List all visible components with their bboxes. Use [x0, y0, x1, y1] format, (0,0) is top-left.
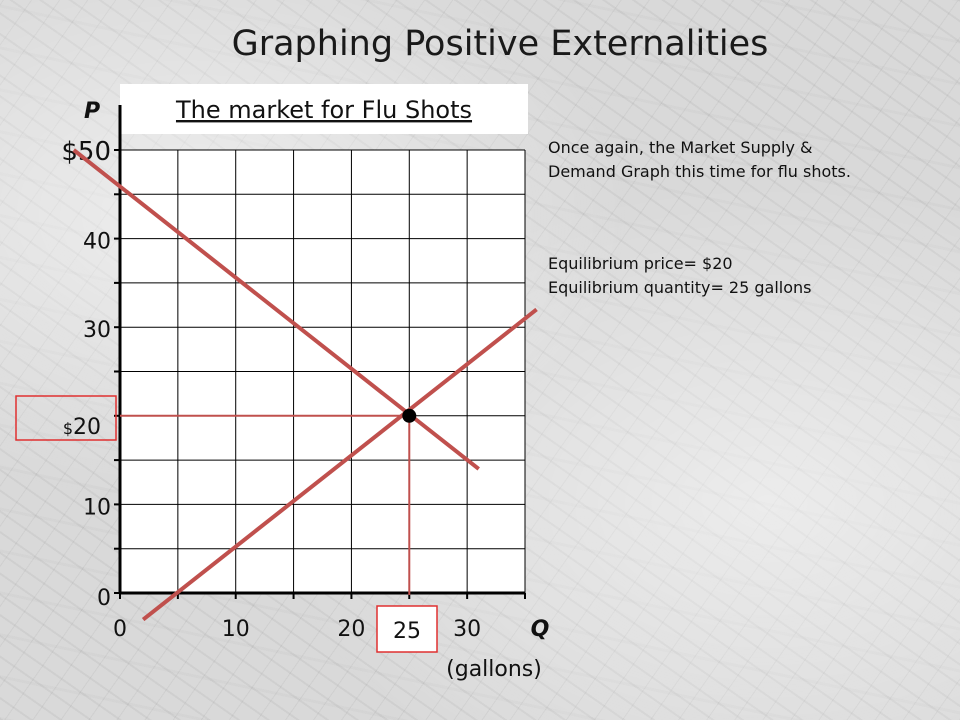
note-line: Equilibrium price= $20 — [548, 254, 733, 273]
x-tick-label: 10 — [222, 617, 250, 642]
y-tick-label: 10 — [83, 495, 111, 520]
note-line: Equilibrium quantity= 25 gallons — [548, 278, 812, 297]
x-tick-label: 20 — [337, 617, 365, 642]
chart-title: The market for Flu Shots — [175, 96, 472, 124]
equilibrium-point — [402, 408, 417, 423]
equilibrium-note: Equilibrium price= $20 Equilibrium quant… — [548, 252, 812, 300]
y-tick-label: $20 — [63, 415, 101, 440]
y-tick-label: 30 — [83, 318, 111, 343]
note-line: Once again, the Market Supply & — [548, 138, 813, 157]
x-axis-unit: (gallons) — [446, 657, 542, 682]
y-tick-label: $50 — [61, 137, 111, 167]
note-line: Demand Graph this time for flu shots. — [548, 162, 851, 181]
market-description-note: Once again, the Market Supply & Demand G… — [548, 136, 851, 184]
equilibrium-quantity-label: 25 — [393, 619, 421, 644]
y-tick-label: 0 — [97, 586, 111, 611]
equilibrium-quantity-highlight — [376, 605, 438, 653]
equilibrium-price-highlight — [15, 395, 117, 441]
x-tick-label: 30 — [453, 617, 481, 642]
y-tick-label: 40 — [83, 230, 111, 255]
chart-title-box — [120, 84, 528, 134]
slide-title: Graphing Positive Externalities — [231, 24, 769, 64]
x-tick-label: 0 — [113, 617, 127, 642]
x-axis-label: Q — [531, 617, 550, 642]
y-axis-label: P — [84, 99, 100, 124]
supply-curve — [141, 307, 538, 622]
